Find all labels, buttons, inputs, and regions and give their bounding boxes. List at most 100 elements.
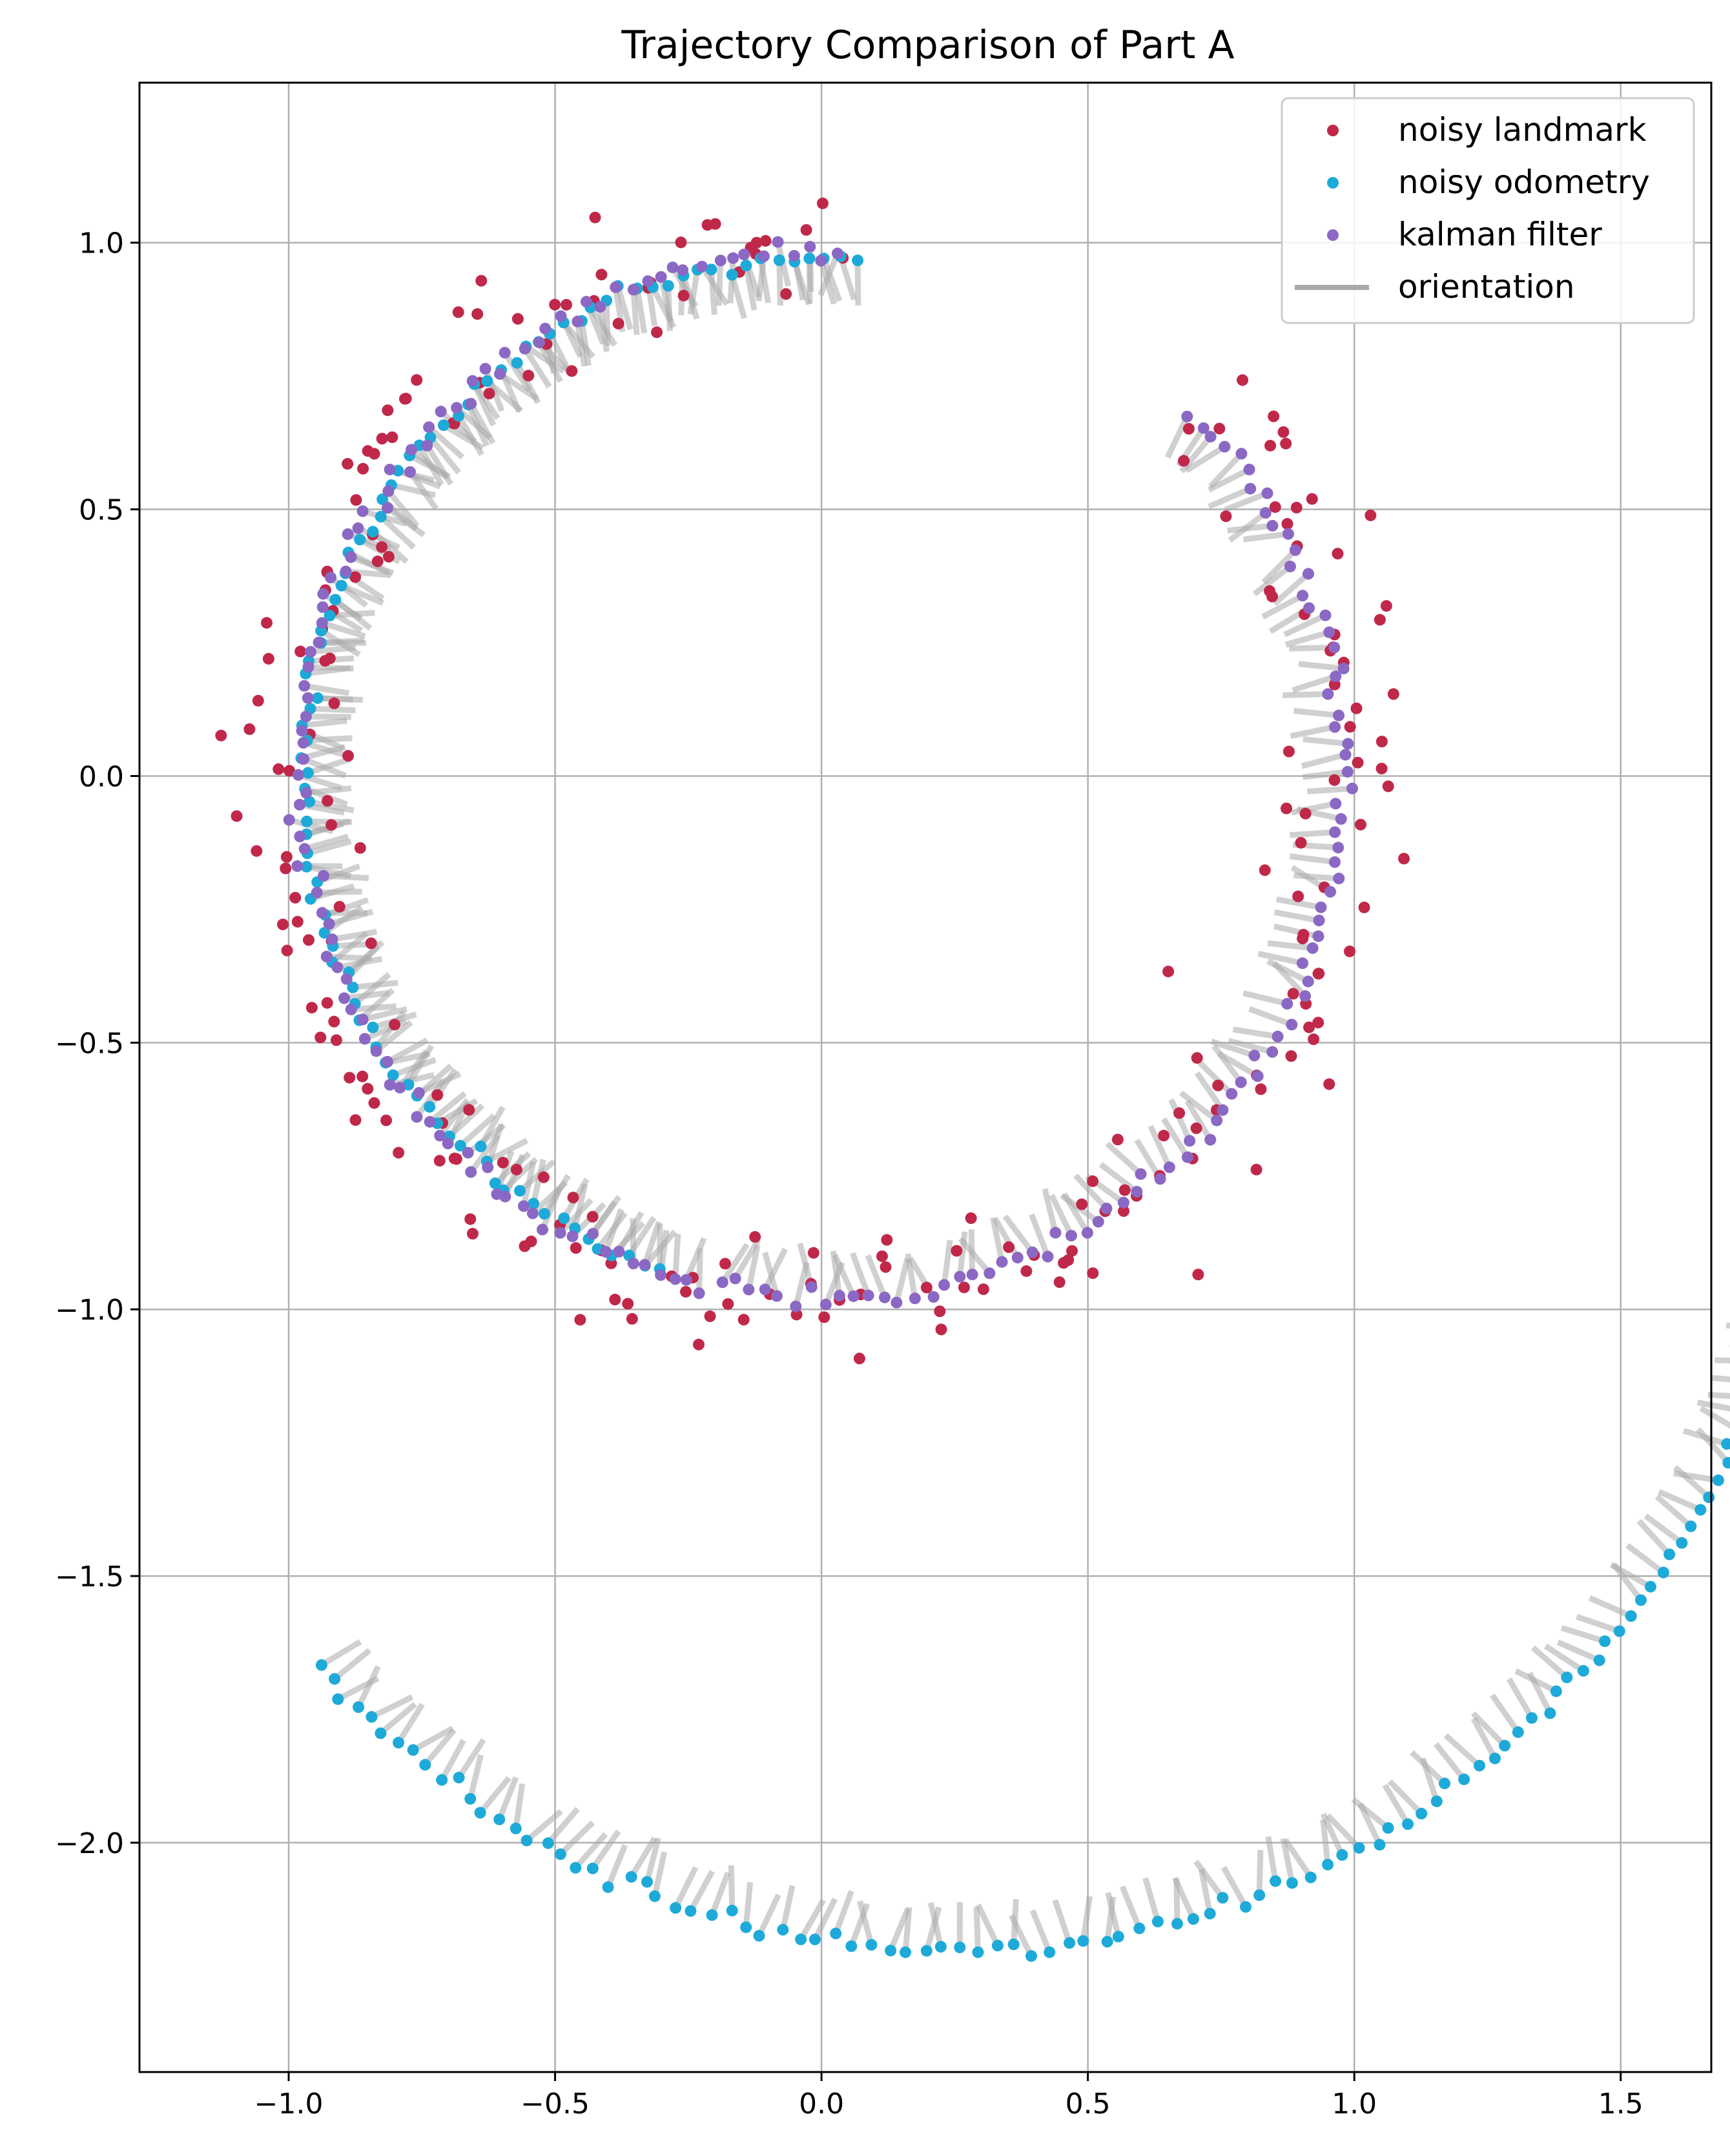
noisy-odometry-point	[514, 1185, 526, 1197]
orientation-line	[1073, 1173, 1109, 1211]
noisy-landmark-point	[1264, 585, 1276, 597]
orientation-line	[356, 1665, 381, 1709]
orientation-line	[1275, 896, 1322, 911]
orientation-line	[990, 1217, 1005, 1263]
noisy-landmark-point	[567, 1192, 579, 1204]
noisy-odometry-point	[1204, 1907, 1216, 1920]
noisy-landmark-point	[382, 404, 394, 417]
noisy-landmark-point	[1328, 774, 1341, 786]
kalman-filter-point	[340, 973, 353, 985]
noisy-landmark-point	[675, 236, 687, 249]
kalman-filter-point	[833, 1290, 845, 1302]
orientation-line	[779, 1885, 796, 1931]
kalman-filter-point	[442, 1137, 454, 1150]
kalman-filter-point	[326, 933, 338, 946]
noisy-landmark-point	[262, 652, 274, 665]
noisy-landmark-point	[876, 1250, 888, 1262]
orientation-line	[1098, 1162, 1139, 1194]
orientation-line	[865, 1254, 888, 1299]
orientation-line	[370, 1694, 414, 1720]
noisy-odometry-point	[367, 526, 379, 538]
orientation-line	[514, 361, 541, 404]
kalman-filter-point	[696, 260, 708, 273]
kalman-filter-point	[421, 439, 433, 451]
orientation-line	[1712, 1374, 1730, 1383]
kalman-filter-point	[1342, 738, 1354, 750]
noisy-odometry-point	[1217, 1892, 1229, 1904]
orientation-line	[902, 1907, 912, 1953]
noisy-landmark-point	[382, 550, 395, 563]
noisy-landmark-point	[260, 617, 273, 629]
kalman-filter-point	[318, 869, 330, 882]
orientation-line	[442, 422, 484, 451]
orientation-line	[1470, 1717, 1498, 1760]
kalman-filter-point	[1297, 957, 1309, 969]
kalman-filter-point	[1248, 1050, 1261, 1062]
y-tick-label: −0.5	[55, 1027, 124, 1060]
kalman-filter-point	[1184, 1135, 1196, 1147]
orientation-line	[307, 735, 353, 743]
kalman-filter-point	[1337, 663, 1350, 675]
orientation-line	[709, 1871, 731, 1916]
y-axis-ticks: 1.0 0.5 0.0 −0.5 −1.0 −1.5 −2.0	[55, 227, 139, 1860]
orientation-line	[371, 529, 409, 564]
orientation-line	[1267, 940, 1313, 951]
kalman-filter-point	[434, 1130, 446, 1142]
kalman-filter-point	[297, 737, 309, 749]
noisy-landmark-point	[1308, 1033, 1320, 1046]
orientation-line	[321, 620, 366, 639]
orientation-line	[1232, 1026, 1279, 1040]
kalman-filter-point	[517, 1200, 530, 1212]
kalman-filter-point	[669, 1273, 681, 1285]
noisy-landmark-point	[433, 1155, 446, 1167]
kalman-filter-point	[555, 310, 567, 322]
legend-label-noisy-landmark: noisy landmark	[1398, 111, 1647, 149]
noisy-landmark-point	[549, 298, 561, 311]
orientation-line	[331, 929, 378, 942]
orientation-line	[411, 1725, 455, 1753]
noisy-landmark-point	[328, 1015, 340, 1028]
kalman-filter-point	[693, 1287, 705, 1300]
orientation-line	[304, 683, 350, 696]
noisy-landmark-point	[291, 916, 304, 928]
noisy-odometry-point	[1685, 1520, 1697, 1533]
kalman-filter-point	[465, 1166, 477, 1178]
orientation-line	[390, 482, 437, 499]
orientation-line	[340, 583, 384, 606]
kalman-filter-point	[294, 798, 306, 811]
orientation-line	[1301, 752, 1346, 769]
noisy-landmark-point	[1281, 518, 1293, 530]
noisy-odometry-point	[1525, 1712, 1538, 1724]
noisy-landmark-point	[371, 555, 384, 568]
orientation-line	[1283, 612, 1327, 637]
noisy-landmark-point	[1053, 1276, 1066, 1289]
noisy-landmark-point	[231, 810, 243, 822]
kalman-filter-points	[283, 236, 1359, 1312]
orientation-line	[501, 1157, 539, 1193]
noisy-landmark-point	[595, 269, 608, 281]
kalman-filter-point	[909, 1292, 921, 1305]
noisy-odometry-point	[1634, 1594, 1647, 1606]
orientation-line	[812, 1898, 838, 1941]
noisy-landmark-point	[319, 655, 331, 667]
orientation-line	[993, 1217, 1020, 1259]
orientation-line	[1208, 486, 1251, 510]
kalman-filter-point	[655, 271, 667, 283]
noisy-landmark-point	[701, 219, 714, 231]
kalman-filter-point	[297, 753, 309, 765]
noisy-landmark-point	[357, 462, 369, 475]
noisy-landmark-point	[749, 1231, 761, 1243]
orientation-line	[1261, 548, 1298, 585]
noisy-odometry-point	[1416, 1807, 1428, 1819]
kalman-filter-point	[382, 485, 395, 497]
noisy-odometry-point	[1240, 1901, 1252, 1913]
orientation-line	[776, 260, 783, 306]
kalman-filter-point	[316, 601, 329, 613]
noisy-odometry-point	[366, 1711, 378, 1723]
noisy-landmark-point	[321, 997, 333, 1009]
noisy-landmark-point	[280, 862, 292, 875]
noisy-odometry-point	[520, 1834, 533, 1847]
noisy-landmark-point	[1191, 1052, 1203, 1064]
noisy-odometry-point	[558, 1212, 570, 1225]
kalman-filter-point	[1049, 1227, 1062, 1239]
